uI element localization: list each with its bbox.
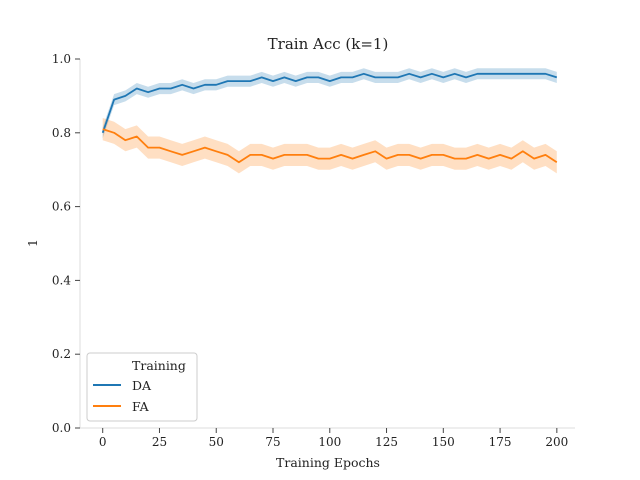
x-tick-label: 150 xyxy=(432,435,455,449)
chart-title: Train Acc (k=1) xyxy=(268,35,389,53)
series-line-da xyxy=(101,72,558,134)
legend: Training DA FA xyxy=(86,352,198,422)
y-tick-label: 0.0 xyxy=(52,421,71,435)
band-fa xyxy=(102,118,557,174)
x-tick-label: 25 xyxy=(152,435,167,449)
legend-label-da: DA xyxy=(132,378,152,393)
y-axis-label: 1 xyxy=(25,239,40,247)
series-lines xyxy=(101,72,558,164)
x-tick-label: 200 xyxy=(545,435,568,449)
y-ticks: 0.0 0.2 0.4 0.6 0.8 1.0 xyxy=(52,52,80,435)
y-tick-label: 0.4 xyxy=(52,273,71,287)
x-tick-label: 175 xyxy=(489,435,512,449)
x-tick-label: 125 xyxy=(375,435,398,449)
legend-title: Training xyxy=(132,358,186,373)
x-tick-label: 0 xyxy=(99,435,107,449)
x-axis-label: Training Epochs xyxy=(276,455,380,470)
axes xyxy=(79,59,575,429)
x-tick-label: 100 xyxy=(318,435,341,449)
y-tick-label: 0.2 xyxy=(52,347,71,361)
y-tick-label: 0.8 xyxy=(52,126,71,140)
confidence-bands xyxy=(102,68,557,174)
x-tick-label: 50 xyxy=(209,435,224,449)
y-tick-label: 0.6 xyxy=(52,200,71,214)
y-tick-label: 1.0 xyxy=(52,52,71,66)
x-tick-label: 75 xyxy=(265,435,280,449)
band-da xyxy=(102,68,557,139)
x-ticks: 0 25 50 75 100 125 150 175 200 xyxy=(99,428,568,449)
series-line-fa xyxy=(102,128,558,164)
legend-box xyxy=(86,352,198,422)
legend-label-fa: FA xyxy=(132,399,150,414)
